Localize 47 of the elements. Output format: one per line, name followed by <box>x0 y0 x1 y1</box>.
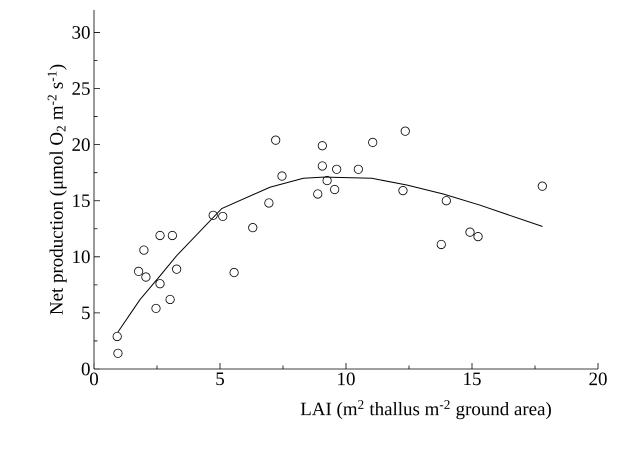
point <box>442 196 451 206</box>
point <box>230 268 239 278</box>
point <box>318 141 327 150</box>
x-tick-label: 10 <box>338 372 355 386</box>
point <box>172 264 182 274</box>
x-tick-label: 15 <box>464 372 481 386</box>
point <box>248 223 258 232</box>
point <box>465 228 475 237</box>
point <box>271 136 280 145</box>
point <box>332 164 342 174</box>
x-tick-label: 5 <box>216 372 224 386</box>
point <box>368 138 378 147</box>
point <box>436 240 446 250</box>
point <box>277 171 287 181</box>
point <box>139 245 148 255</box>
y-tick-label: 5 <box>82 306 90 320</box>
point <box>354 164 363 174</box>
point <box>264 198 274 208</box>
y-axis-title: Net production (μmol O$_{2}$ m$^{-2}$ s$^{-1}$) <box>48 64 67 315</box>
y-tick-label: 20 <box>72 138 90 152</box>
point <box>166 294 175 304</box>
point <box>538 182 547 191</box>
point <box>141 272 151 282</box>
point <box>318 161 327 171</box>
point <box>398 186 408 196</box>
y-tick-label: 10 <box>73 250 90 264</box>
point <box>218 212 228 222</box>
point <box>473 232 483 242</box>
x-axis-title: LAI (m$^{2}$ thallus m$^{-2}$ ground area) <box>300 400 551 420</box>
point <box>322 176 332 186</box>
point <box>112 332 122 342</box>
y-tick-label: 0 <box>82 362 90 376</box>
point <box>151 304 161 314</box>
point <box>313 189 322 199</box>
point <box>208 210 218 220</box>
point <box>113 348 123 358</box>
y-tick-label: 15 <box>73 194 90 208</box>
y-tick-label: 30 <box>72 26 90 39</box>
point <box>168 230 177 240</box>
x-tick-label: 0 <box>90 372 98 386</box>
y-tick-label: 25 <box>72 82 90 95</box>
point <box>330 184 340 194</box>
x-tick-label: 20 <box>589 372 607 386</box>
point <box>134 266 144 276</box>
point <box>400 126 410 136</box>
point <box>155 279 165 288</box>
point <box>155 230 165 240</box>
